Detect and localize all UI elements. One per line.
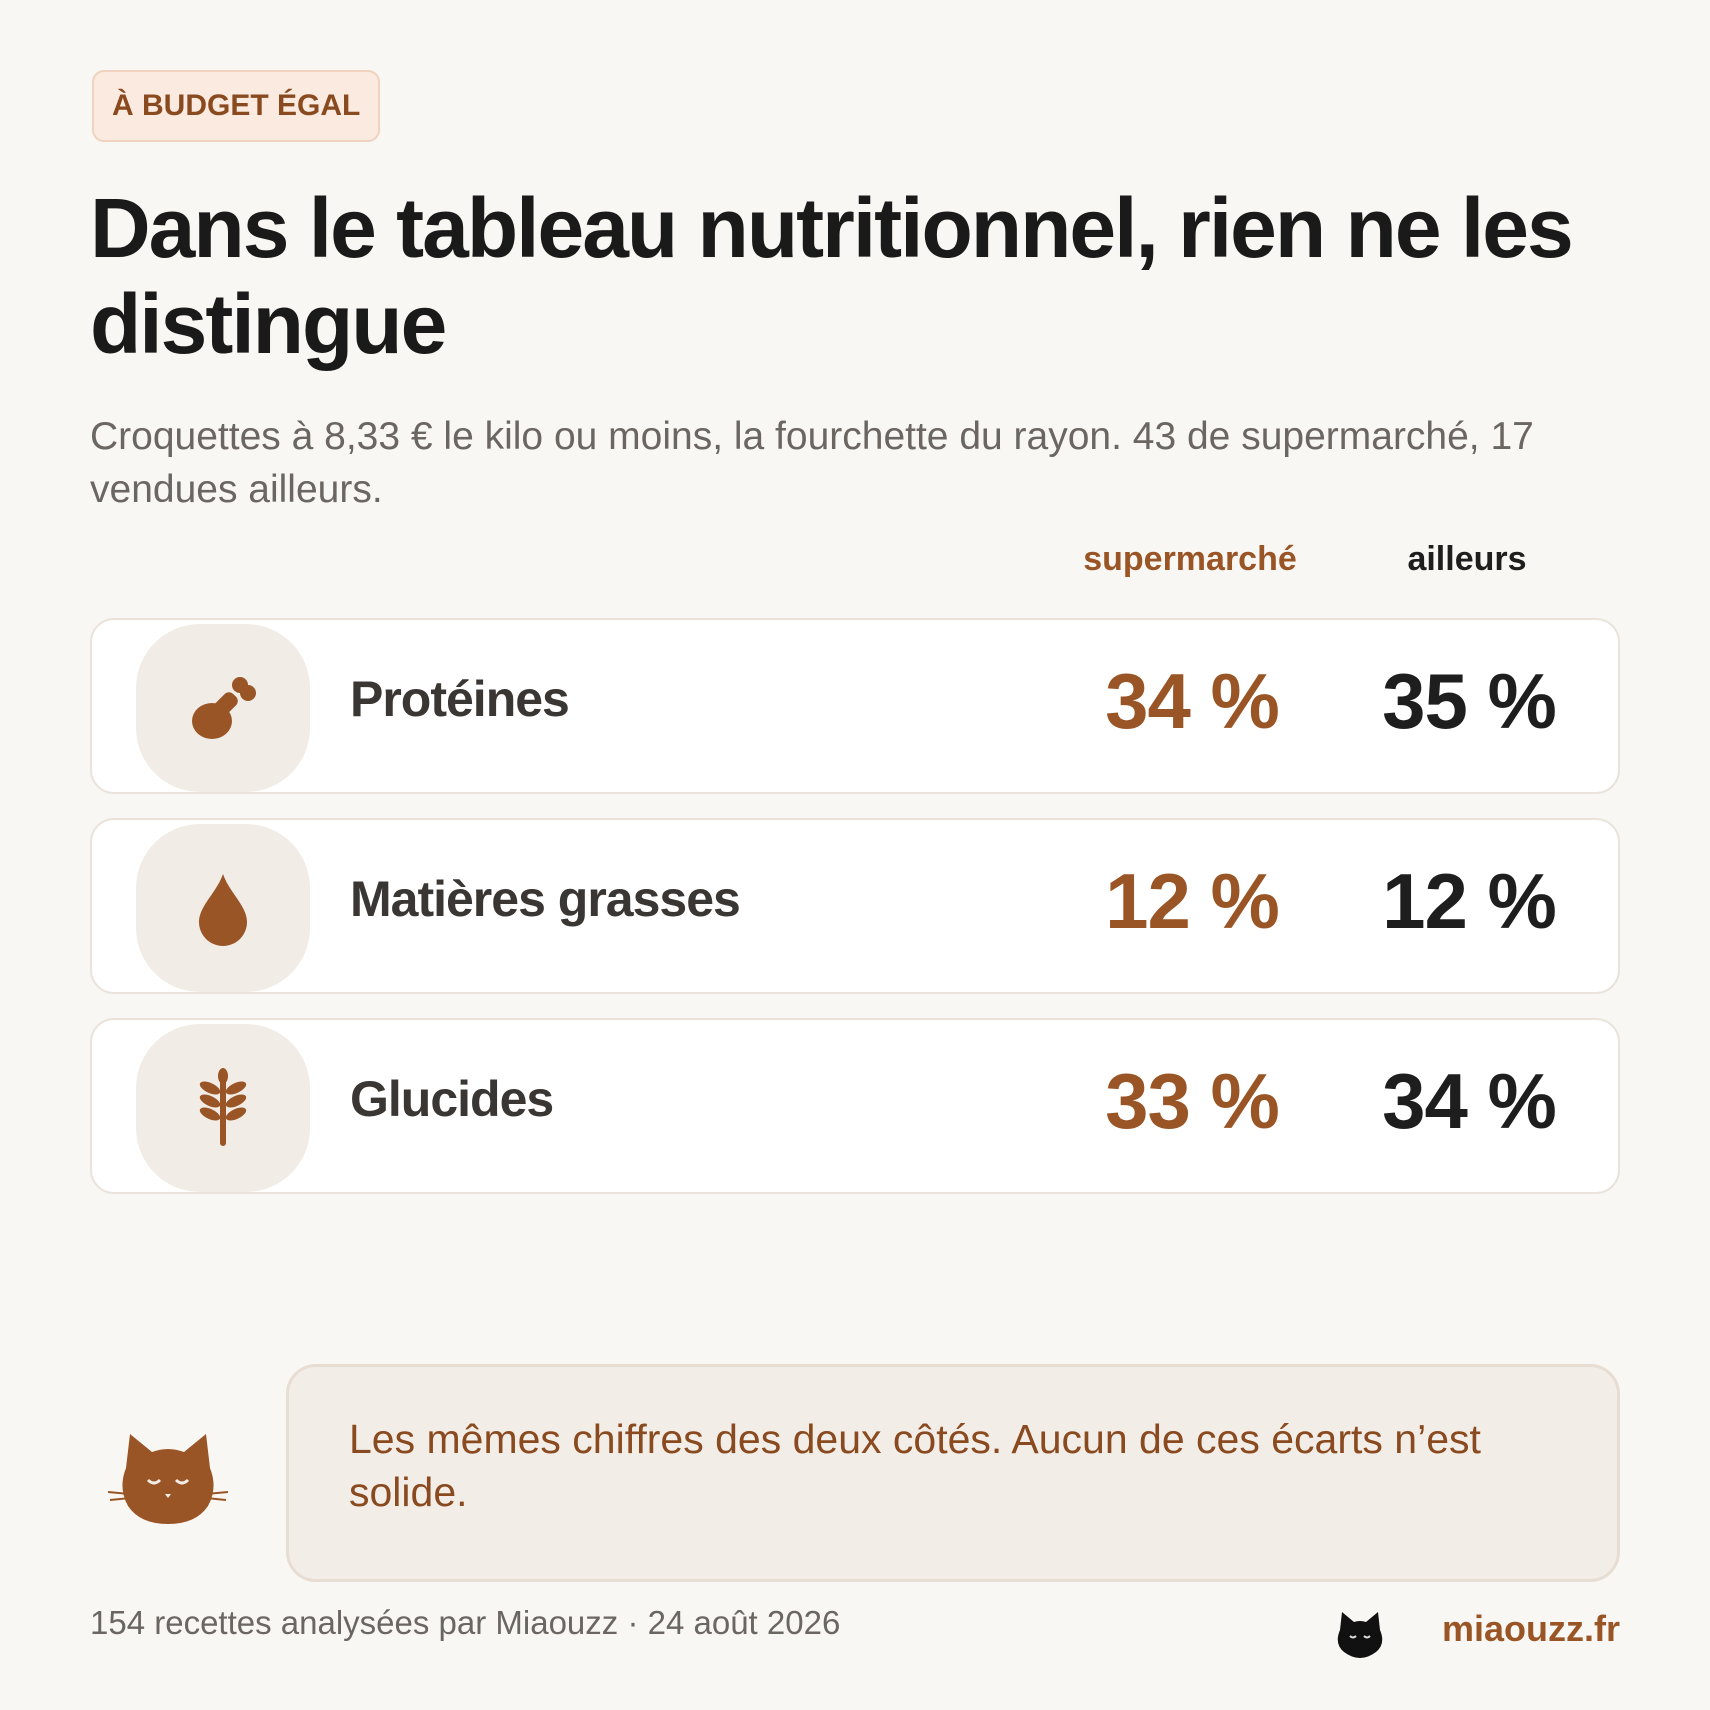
column-header-ailleurs: ailleurs — [1407, 540, 1527, 578]
cat-mascot-icon — [107, 1428, 229, 1533]
wheat-icon — [136, 1024, 310, 1192]
row-label: Protéines — [350, 671, 570, 727]
column-header-supermarche: supermarché — [1083, 540, 1297, 578]
category-badge: À BUDGET ÉGAL — [92, 70, 381, 142]
value-ailleurs: 12 % — [1382, 857, 1557, 945]
value-supermarche: 34 % — [1105, 657, 1280, 745]
footer-site-link[interactable]: miaouzz.fr — [1441, 1608, 1620, 1649]
footer-source: 154 recettes analysées par Miaouzz · 24 … — [90, 1604, 841, 1641]
nutrition-row-matieres-grasses: Matières grasses 12 % 12 % — [90, 818, 1620, 994]
conclusion-note: Les mêmes chiffres des deux côtés. Aucun… — [286, 1364, 1620, 1582]
value-supermarche: 33 % — [1105, 1057, 1280, 1145]
row-label: Matières grasses — [350, 871, 741, 927]
nutrition-row-proteines: Protéines 34 % 35 % — [90, 618, 1620, 794]
value-supermarche: 12 % — [1105, 857, 1280, 945]
row-label: Glucides — [350, 1071, 554, 1127]
nutrition-table: Protéines 34 % 35 % Matières grasses 12 … — [90, 618, 1620, 1218]
value-ailleurs: 35 % — [1382, 657, 1557, 745]
drumstick-icon — [136, 624, 310, 792]
page-subtitle: Croquettes à 8,33 € le kilo ou moins, la… — [90, 415, 1534, 511]
nutrition-row-glucides: Glucides 33 % 34 % — [90, 1018, 1620, 1194]
page-title: Dans le tableau nutritionnel, rien ne le… — [90, 181, 1574, 371]
drop-icon — [136, 824, 310, 992]
cat-logo-icon — [1332, 1610, 1388, 1665]
value-ailleurs: 34 % — [1382, 1057, 1557, 1145]
